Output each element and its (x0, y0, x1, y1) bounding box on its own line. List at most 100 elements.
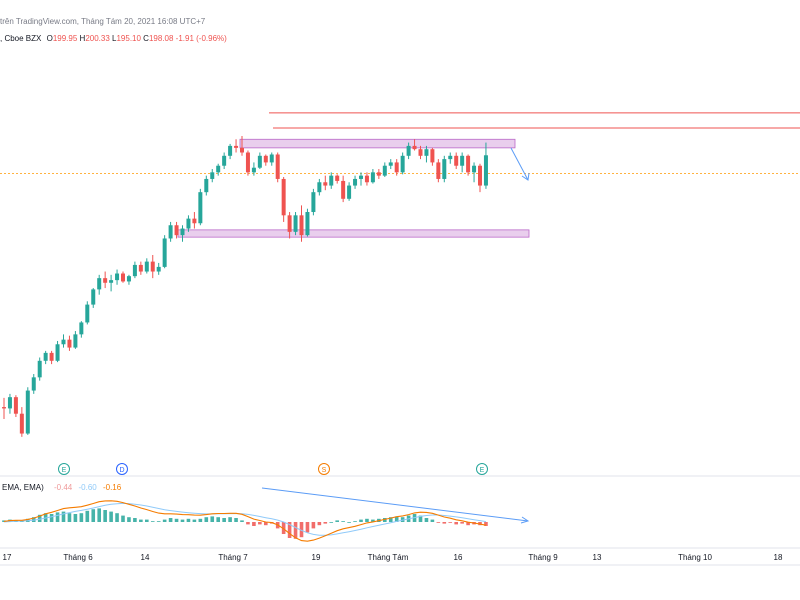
event-marker-circle (318, 463, 330, 475)
candle-body (132, 264, 137, 277)
candle-body (150, 261, 155, 272)
candle-body (424, 149, 429, 156)
event-marker: D (116, 463, 128, 475)
high-value: 200.33 (85, 34, 110, 43)
macd-value-2: -0.60 (78, 483, 97, 492)
candle-body (180, 228, 185, 236)
low-value: 195.10 (116, 34, 141, 43)
macd-histogram-bar (109, 511, 113, 522)
event-marker-letter: D (119, 467, 124, 474)
x-axis-tick-label: Tháng Tám (368, 553, 409, 562)
candle-body (109, 280, 114, 283)
candle-body (121, 273, 125, 282)
candle-body (323, 182, 328, 186)
event-marker-letter: E (62, 467, 67, 474)
macd-histogram-bar (222, 518, 226, 522)
candle-body (370, 172, 375, 183)
x-axis-tick-label: 14 (141, 553, 150, 562)
candle-body (359, 175, 363, 179)
candle-body (204, 178, 209, 193)
macd-histogram-bar (61, 511, 66, 522)
candle-body (103, 278, 108, 283)
candle-body (347, 185, 352, 199)
candle-body (97, 278, 102, 290)
event-marker-letter: S (322, 467, 327, 474)
candle-body (37, 360, 42, 378)
candle-body (228, 145, 233, 156)
macd-histogram-bar (79, 513, 84, 522)
x-axis-tick-label: 16 (454, 553, 463, 562)
candle-body (25, 390, 30, 434)
macd-value-3: -0.16 (102, 483, 122, 492)
price-zone (177, 229, 530, 238)
macd-histogram-bar (168, 518, 173, 522)
macd-histogram-bar (85, 510, 90, 522)
macd-histogram-bar (305, 522, 310, 533)
macd-histogram-bar (186, 518, 191, 522)
macd-histogram-bar (484, 522, 488, 526)
x-axis-tick-label: Tháng 9 (528, 553, 558, 562)
macd-histogram-bar (264, 522, 268, 526)
macd-histogram-bar (115, 513, 119, 522)
macd-histogram-bar (287, 522, 292, 538)
candle-body (55, 344, 60, 361)
forecast-arrow (510, 147, 529, 181)
macd-histogram-bar (150, 521, 155, 522)
candle-body (388, 162, 393, 166)
macd-label: EMA, EMA) (2, 483, 44, 492)
macd-histogram-bar (442, 522, 447, 524)
macd-histogram-bar (204, 517, 209, 522)
candle-body (43, 352, 48, 361)
candle-body (394, 162, 399, 173)
macd-value-1: -0.44 (54, 483, 73, 492)
candle-body (472, 165, 477, 173)
macd-histogram-bar (127, 517, 131, 522)
macd-histogram-bar (55, 512, 60, 522)
candle-body (281, 178, 286, 216)
macd-histogram-bar (192, 519, 197, 522)
candle-body (275, 154, 280, 179)
open-value: 199.95 (52, 34, 78, 43)
macd-legend: EMA, EMA) -0.44 -0.60 -0.16 (2, 483, 121, 492)
candle-body (460, 155, 465, 166)
macd-signal-line (3, 502, 487, 536)
macd-histogram-bar (394, 516, 399, 522)
x-axis-tick-label: Tháng 6 (63, 553, 93, 562)
macd-histogram-bar (436, 522, 441, 523)
macd-histogram-bar (103, 510, 107, 522)
candle-body (2, 407, 6, 409)
candle-body (234, 145, 239, 148)
candle-body (144, 261, 149, 272)
macd-histogram-bar (281, 522, 286, 534)
high-label: H (79, 34, 86, 43)
macd-histogram-bar (246, 522, 250, 525)
macd-histogram-bar (335, 520, 339, 522)
candle-body (418, 149, 423, 156)
candle-body (400, 155, 405, 173)
candle-body (192, 218, 197, 224)
forecast-arrow-head (521, 172, 530, 181)
candle-body (126, 276, 131, 282)
candle-body (174, 225, 179, 236)
candle-body (430, 149, 435, 163)
x-axis-tick-label: 19 (312, 553, 321, 562)
candle-body (317, 182, 322, 193)
candle-body (257, 155, 262, 168)
macd-histogram-bar (454, 522, 458, 525)
macd-histogram-bar (133, 518, 137, 522)
macd-histogram-bar (299, 522, 304, 538)
ohlc-header: , Cboe BZX O199.95 H200.33 L195.10 C198.… (0, 34, 227, 43)
exchange-label: , Cboe BZX (0, 34, 42, 43)
candle-body (412, 145, 417, 150)
candle-body (245, 152, 250, 173)
candle-body (67, 339, 72, 348)
candle-body (466, 155, 471, 173)
macd-histogram-bar (258, 522, 262, 525)
x-axis-tick-label: Tháng 7 (218, 553, 248, 562)
change-value: -1.91 (-0.96%) (175, 34, 227, 43)
candle-body (269, 154, 274, 163)
macd-histogram-bar (210, 516, 215, 522)
candle-body (61, 339, 66, 345)
